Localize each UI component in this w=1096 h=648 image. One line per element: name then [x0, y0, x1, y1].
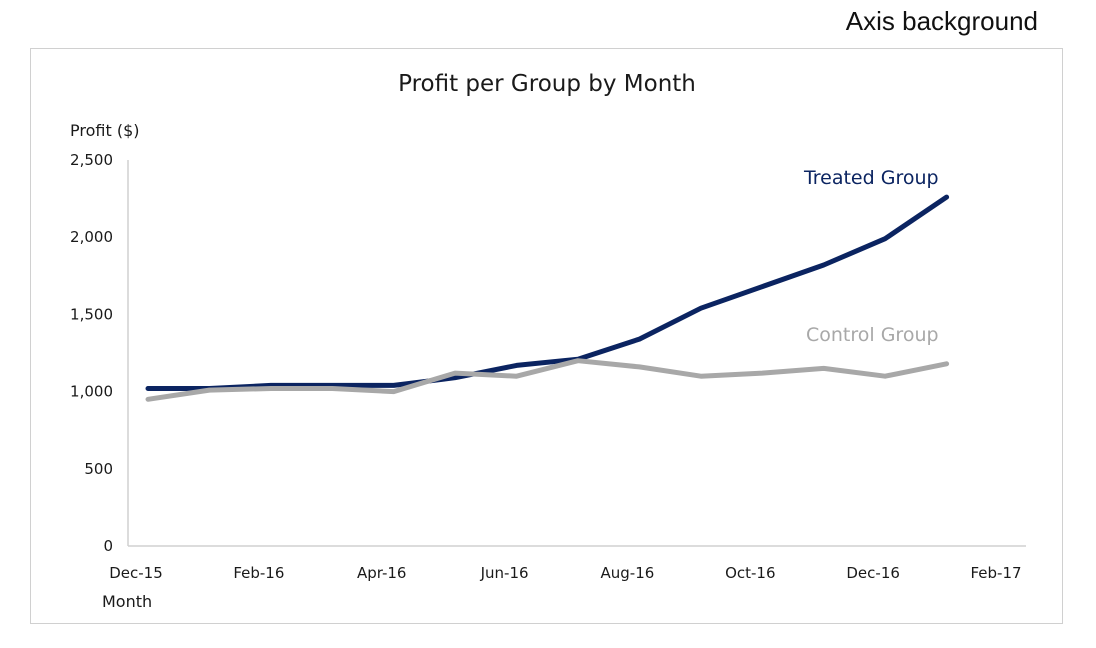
x-tick-label: Dec-15 [109, 564, 163, 582]
chart-area [30, 48, 1063, 624]
x-tick-label: Feb-17 [970, 564, 1021, 582]
y-axis-title: Profit ($) [70, 121, 139, 140]
chart-title: Profit per Group by Month [398, 71, 696, 97]
series-line-2 [145, 358, 950, 402]
x-tick-label: Apr-16 [357, 564, 407, 582]
y-tick-label: 2,500 [70, 151, 113, 169]
axes: 0 500 1,000 1,500 2,000 2,500 Dec-15 Feb-16 Apr-… [70, 151, 1026, 582]
x-tick-label: Aug-16 [601, 564, 655, 582]
series-label-2: Control Group [806, 324, 939, 346]
series-label-1: Treated Group [803, 167, 939, 189]
x-axis-title: Month [102, 592, 152, 611]
y-tick-label: 2,000 [70, 228, 113, 246]
x-tick-label: Jun-16 [480, 564, 529, 582]
y-tick-label: 0 [103, 537, 113, 555]
series-line-1 [145, 194, 950, 391]
y-tick-label: 1,500 [70, 305, 113, 323]
x-tick-label: Oct-16 [725, 564, 775, 582]
series-lines [145, 194, 950, 402]
page-caption: Axis background [845, 6, 1038, 36]
y-tick-label: 500 [84, 460, 113, 478]
y-tick-label: 1,000 [70, 383, 113, 401]
x-tick-label: Feb-16 [233, 564, 284, 582]
x-tick-label: Dec-16 [846, 564, 900, 582]
series-labels: Treated Group Control Group [803, 167, 939, 346]
